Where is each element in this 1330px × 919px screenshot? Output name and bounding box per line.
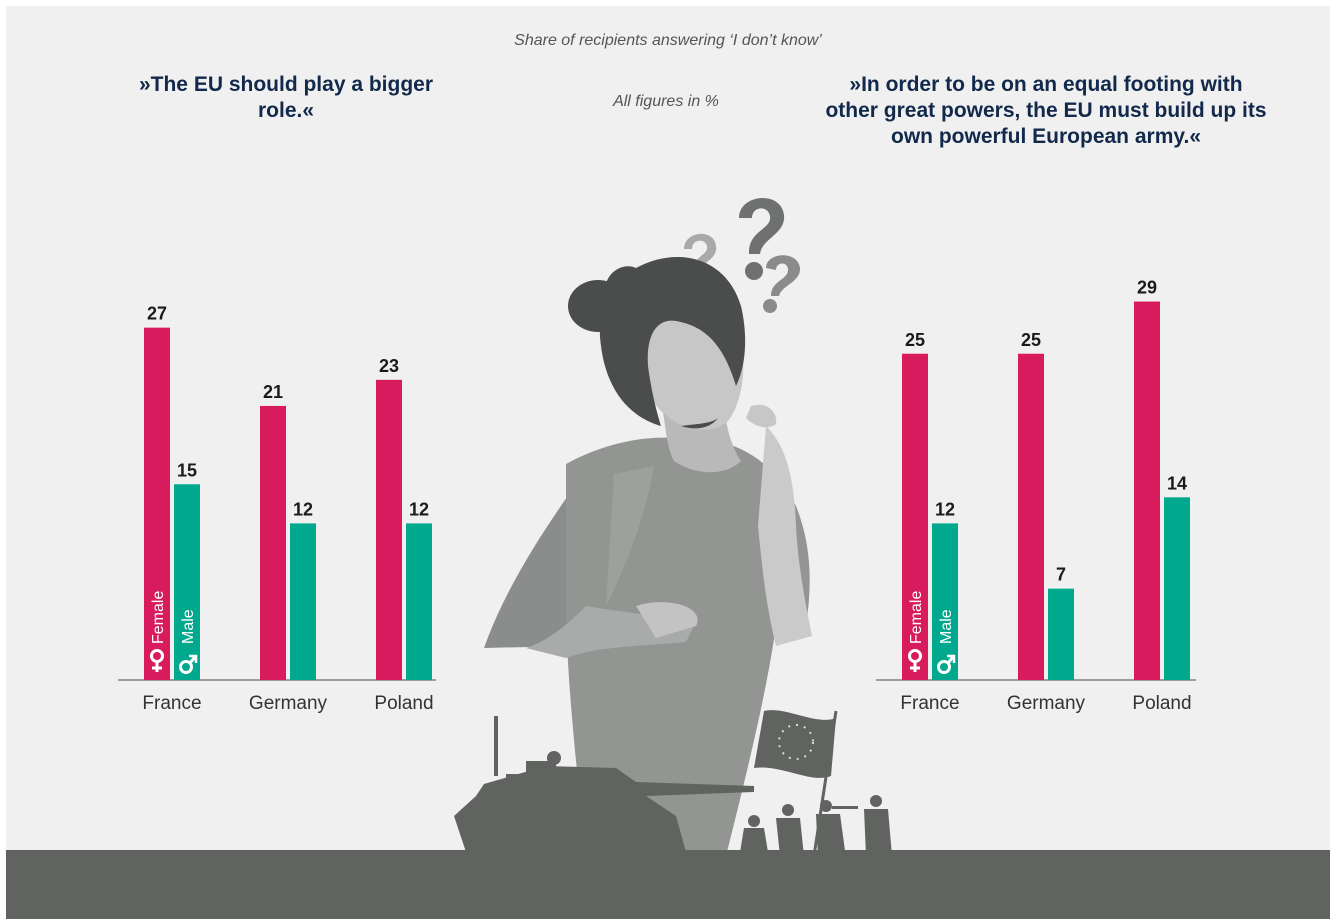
bar-female-poland: [376, 379, 402, 680]
data-label: 23: [379, 356, 399, 376]
category-label: Poland: [374, 693, 433, 714]
data-label: 25: [1021, 330, 1041, 350]
question-mark-icon: [739, 198, 785, 280]
bar-female-france: [902, 353, 928, 680]
data-label: 12: [409, 499, 429, 519]
bar-male-germany: [290, 523, 316, 680]
category-label: Poland: [1132, 693, 1191, 714]
data-label: 15: [177, 460, 197, 480]
left-bar-chart: 27 Female 15 Male France 21 12 Germany 23 12 Polan…: [118, 304, 436, 714]
data-label: 21: [263, 382, 283, 402]
data-label: 12: [935, 499, 955, 519]
category-label: France: [142, 693, 201, 714]
infographic: Share of recipients answering ‘I don’t k…: [6, 6, 1330, 919]
thinking-woman: [484, 256, 812, 856]
bar-female-france: [144, 327, 170, 680]
right-bar-chart: 25 Female 12 Male France 25 7 Germany 29 14 Poland: [876, 278, 1196, 714]
data-label: 27: [147, 304, 167, 324]
female-symbol-icon: [150, 649, 164, 672]
female-symbol-icon: [908, 649, 922, 672]
units-note: All figures in %: [613, 93, 719, 110]
bar-male-france: [932, 523, 958, 680]
legend-female: Female: [908, 591, 925, 644]
question-mark-icon: [763, 255, 801, 313]
illustration: [6, 198, 1330, 919]
soldiers-silhouette: [740, 795, 892, 858]
legend-female: Female: [150, 591, 167, 644]
male-symbol-icon: [937, 654, 956, 674]
ground: [6, 850, 1330, 919]
bar-male-germany: [1048, 588, 1074, 680]
bar-male-france: [174, 484, 200, 680]
data-label: 7: [1056, 565, 1066, 585]
category-label: France: [900, 693, 959, 714]
bar-male-poland: [1164, 497, 1190, 680]
category-label: Germany: [249, 693, 328, 714]
category-label: Germany: [1007, 693, 1086, 714]
bar-female-germany: [260, 405, 286, 680]
male-symbol-icon: [179, 654, 198, 674]
data-label: 14: [1167, 473, 1187, 493]
bar-female-poland: [1134, 301, 1160, 680]
right-chart-title: »In order to be on an equal footing with…: [825, 73, 1267, 148]
chart-subtitle: Share of recipients answering ‘I don’t k…: [514, 32, 822, 49]
bar-female-germany: [1018, 353, 1044, 680]
tank-silhouette: [454, 716, 754, 852]
legend-male: Male: [938, 609, 955, 644]
data-label: 12: [293, 499, 313, 519]
bar-male-poland: [406, 523, 432, 680]
data-label: 29: [1137, 278, 1157, 298]
legend-male: Male: [180, 609, 197, 644]
left-chart-title: »The EU should play a bigger role.«: [138, 73, 434, 122]
data-label: 25: [905, 330, 925, 350]
